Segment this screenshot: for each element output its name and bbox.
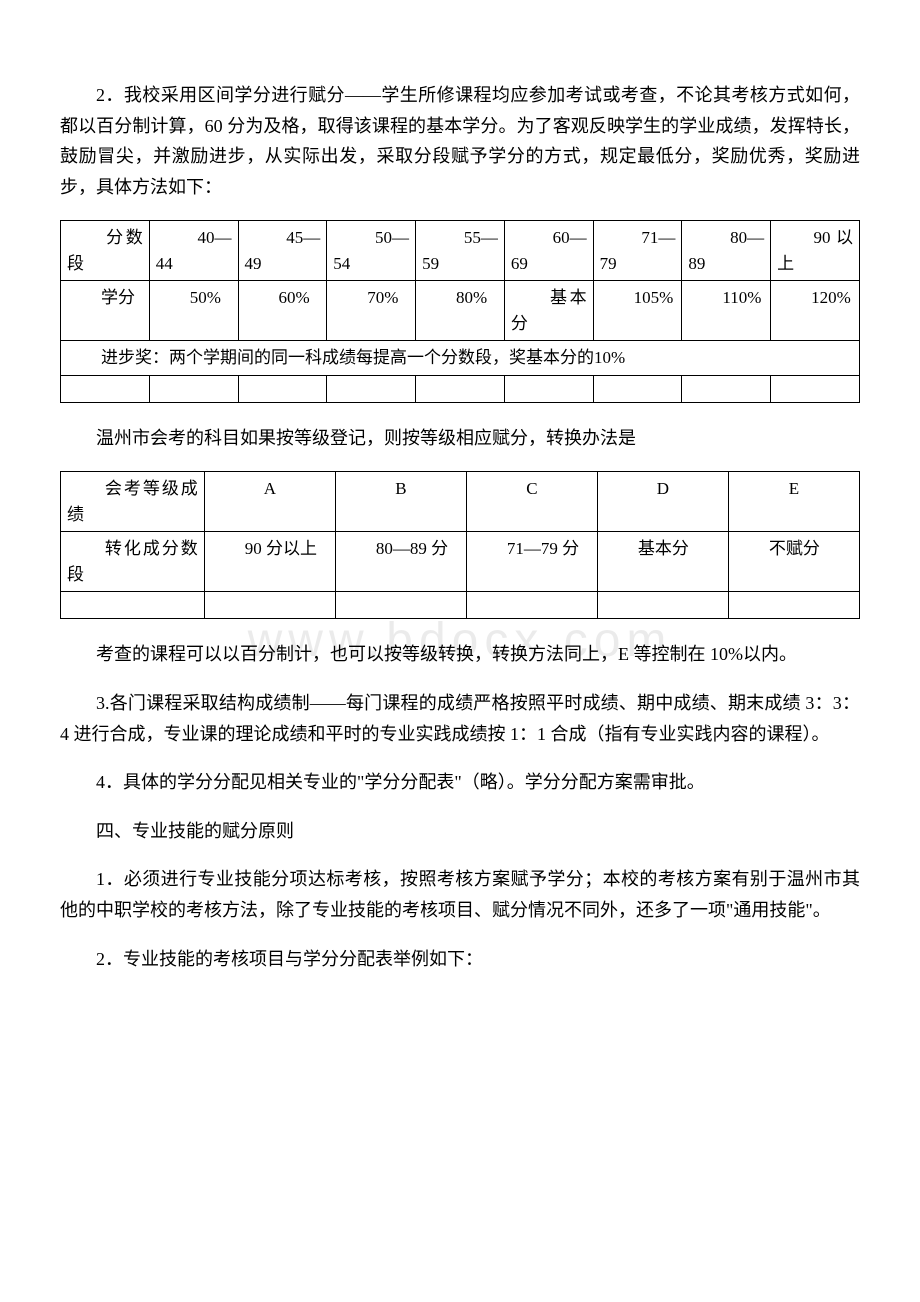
paragraph-6: 1．必须进行专业技能分项达标考核，按照考核方案赋予学分；本校的考核方案有别于温州… [60,864,860,925]
cell-empty [335,592,466,619]
cell-credit-value: 80% [416,281,505,341]
paragraph-3: 考查的课程可以以百分制计，也可以按等级转换，转换方法同上，E 等控制在 10%以… [60,639,860,670]
table-row: 学分 50% 60% 70% 80% 基本分 105% 110% 120% [61,281,860,341]
document-content: 2．我校采用区间学分进行赋分——学生所修课程均应参加考试或考查，不论其考核方式如… [60,80,860,974]
score-credit-table: 分数段 40—44 45—49 50—54 55—59 60—69 71—79 … [60,220,860,403]
cell-convert-value: 基本分 [597,532,728,592]
table-row: 进步奖：两个学期间的同一科成绩每提高一个分数段，奖基本分的10% [61,341,860,376]
cell-empty [238,375,327,402]
cell-score-range: 40—44 [149,221,238,281]
cell-progress-award: 进步奖：两个学期间的同一科成绩每提高一个分数段，奖基本分的10% [61,341,860,376]
cell-credit-value: 60% [238,281,327,341]
cell-credit-label: 学分 [61,281,150,341]
paragraph-7: 2．专业技能的考核项目与学分分配表举例如下： [60,944,860,975]
cell-grade-label: 会考等级成绩 [61,472,205,532]
cell-empty [682,375,771,402]
table-row-empty [61,375,860,402]
cell-empty [597,592,728,619]
cell-credit-value: 基本分 [504,281,593,341]
cell-score-range: 80—89 [682,221,771,281]
cell-empty [728,592,859,619]
cell-convert-value: 不赋分 [728,532,859,592]
paragraph-5: 4．具体的学分分配见相关专业的"学分分配表"（略）。学分分配方案需审批。 [60,767,860,798]
table-row: 会考等级成绩 A B C D E [61,472,860,532]
cell-empty [204,592,335,619]
cell-empty [61,592,205,619]
cell-empty [327,375,416,402]
cell-grade: A [204,472,335,532]
table-row: 转化成分数段 90 分以上 80—89 分 71—79 分 基本分 不赋分 [61,532,860,592]
cell-score-label: 分数段 [61,221,150,281]
cell-convert-label: 转化成分数段 [61,532,205,592]
section-heading-4: 四、专业技能的赋分原则 [60,816,860,847]
cell-convert-value: 80—89 分 [335,532,466,592]
cell-empty [504,375,593,402]
cell-empty [149,375,238,402]
cell-credit-value: 50% [149,281,238,341]
cell-credit-value: 120% [771,281,860,341]
cell-convert-value: 90 分以上 [204,532,335,592]
cell-convert-value: 71—79 分 [466,532,597,592]
paragraph-4: 3.各门课程采取结构成绩制——每门课程的成绩严格按照平时成绩、期中成绩、期末成绩… [60,688,860,749]
cell-empty [771,375,860,402]
cell-credit-value: 110% [682,281,771,341]
cell-credit-value: 70% [327,281,416,341]
cell-score-range: 60—69 [504,221,593,281]
cell-grade: C [466,472,597,532]
table-row: 分数段 40—44 45—49 50—54 55—59 60—69 71—79 … [61,221,860,281]
cell-empty [593,375,682,402]
table-row-empty [61,592,860,619]
cell-empty [466,592,597,619]
cell-score-range: 55—59 [416,221,505,281]
cell-score-range: 50—54 [327,221,416,281]
cell-score-range: 45—49 [238,221,327,281]
cell-grade: B [335,472,466,532]
paragraph-wenzhou: 温州市会考的科目如果按等级登记，则按等级相应赋分，转换办法是 [60,423,860,454]
cell-empty [416,375,505,402]
exam-grade-table: 会考等级成绩 A B C D E 转化成分数段 90 分以上 80—89 分 7… [60,471,860,619]
cell-score-range: 90 以上 [771,221,860,281]
cell-grade: E [728,472,859,532]
cell-credit-value: 105% [593,281,682,341]
cell-grade: D [597,472,728,532]
cell-score-range: 71—79 [593,221,682,281]
cell-empty [61,375,150,402]
paragraph-2: 2．我校采用区间学分进行赋分——学生所修课程均应参加考试或考查，不论其考核方式如… [60,80,860,202]
